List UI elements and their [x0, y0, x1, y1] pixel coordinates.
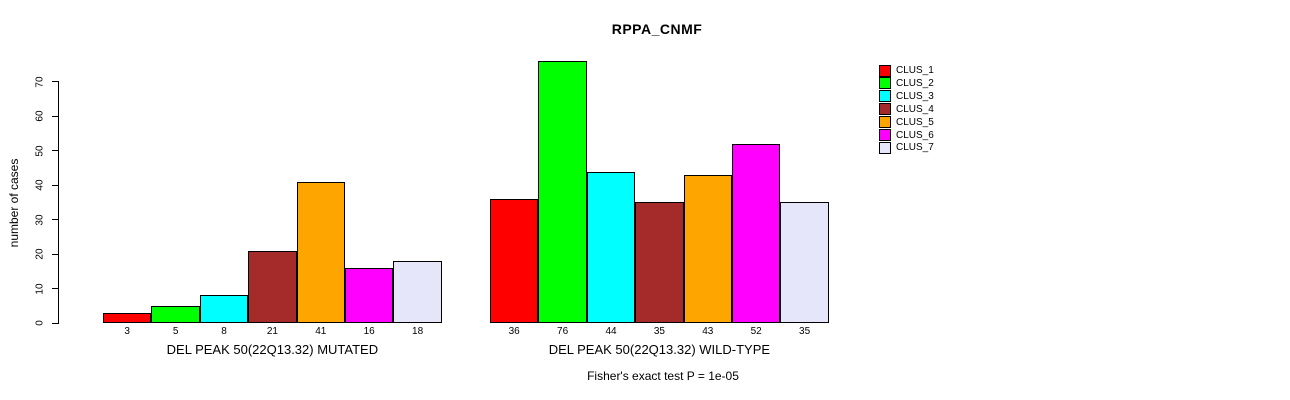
y-axis-line: [58, 82, 59, 323]
y-tick-mark: [52, 184, 59, 186]
legend-swatch: [879, 141, 891, 154]
bar-clus_3: [586, 171, 636, 323]
bar-value-label: 43: [702, 326, 714, 337]
legend-swatch: [879, 129, 891, 141]
legend-item: CLUS_2: [879, 77, 934, 90]
bar-clus_5: [683, 174, 732, 323]
bar-value-label: 21: [266, 326, 278, 337]
y-tick-mark: [52, 253, 59, 255]
legend-label: CLUS_7: [896, 142, 934, 154]
legend-swatch: [879, 90, 891, 103]
bar-value-label: 52: [750, 326, 762, 337]
y-axis-label: number of cases: [7, 158, 21, 248]
group-label: DEL PEAK 50(22Q13.32) MUTATED: [166, 342, 379, 357]
bar-value-label: 5: [172, 326, 179, 337]
y-tick-label: 60: [34, 110, 46, 122]
bar-clus_7: [780, 202, 829, 323]
legend-swatch: [879, 77, 891, 90]
legend-item: CLUS_1: [879, 64, 934, 77]
bar-clus_5: [296, 181, 345, 323]
legend-item: CLUS_5: [879, 116, 934, 129]
legend-item: CLUS_6: [879, 129, 934, 142]
legend-label: CLUS_5: [896, 116, 934, 128]
legend-swatch: [879, 116, 891, 129]
bar-clus_6: [345, 267, 394, 323]
y-tick-label: 70: [34, 76, 46, 88]
y-tick-label: 50: [34, 145, 46, 157]
y-tick-label: 30: [34, 214, 46, 226]
footer-note: Fisher's exact test P = 1e-05: [587, 369, 739, 383]
legend-item: CLUS_4: [879, 103, 934, 116]
y-tick-mark: [52, 150, 59, 152]
bar-value-label: 35: [799, 326, 811, 337]
y-tick-label: 0: [34, 320, 46, 326]
legend-label: CLUS_1: [896, 65, 934, 76]
bar-clus_2: [538, 61, 587, 323]
bar-value-label: 8: [221, 326, 227, 337]
chart-title: RPPA_CNMF: [611, 21, 703, 37]
legend-label: CLUS_4: [896, 103, 934, 115]
legend-swatch: [879, 103, 891, 116]
legend-item: CLUS_3: [879, 90, 934, 103]
bar-value-label: 18: [412, 326, 424, 337]
bar-clus_1: [103, 312, 152, 323]
bar-value-label: 44: [605, 326, 617, 337]
bar-clus_7: [393, 261, 442, 323]
bar-value-label: 36: [508, 326, 520, 337]
bar-value-label: 35: [653, 326, 665, 337]
y-tick-mark: [52, 322, 59, 324]
bar-clus_3: [199, 295, 249, 323]
bar-value-label: 16: [363, 326, 375, 337]
bar-clus_1: [490, 199, 539, 323]
y-tick-mark: [52, 81, 59, 83]
y-tick-label: 40: [34, 179, 46, 191]
group-label: DEL PEAK 50(22Q13.32) WILD-TYPE: [548, 342, 771, 357]
legend-label: CLUS_3: [896, 90, 934, 102]
bar-value-label: 41: [315, 326, 327, 337]
bar-value-label: 76: [557, 326, 569, 337]
bar-clus_4: [635, 202, 684, 323]
bar-clus_4: [248, 250, 297, 323]
y-tick-mark: [52, 219, 59, 221]
legend-label: CLUS_2: [896, 77, 934, 89]
legend-label: CLUS_6: [896, 129, 934, 141]
y-tick-mark: [52, 288, 59, 290]
y-tick-label: 20: [34, 248, 46, 260]
y-tick-label: 10: [34, 283, 46, 295]
bar-value-label: 3: [124, 326, 130, 337]
legend-swatch: [879, 64, 891, 77]
bar-clus_6: [732, 143, 781, 323]
y-tick-mark: [52, 115, 59, 117]
legend-item: CLUS_7: [879, 141, 934, 154]
bar-clus_2: [151, 305, 200, 323]
